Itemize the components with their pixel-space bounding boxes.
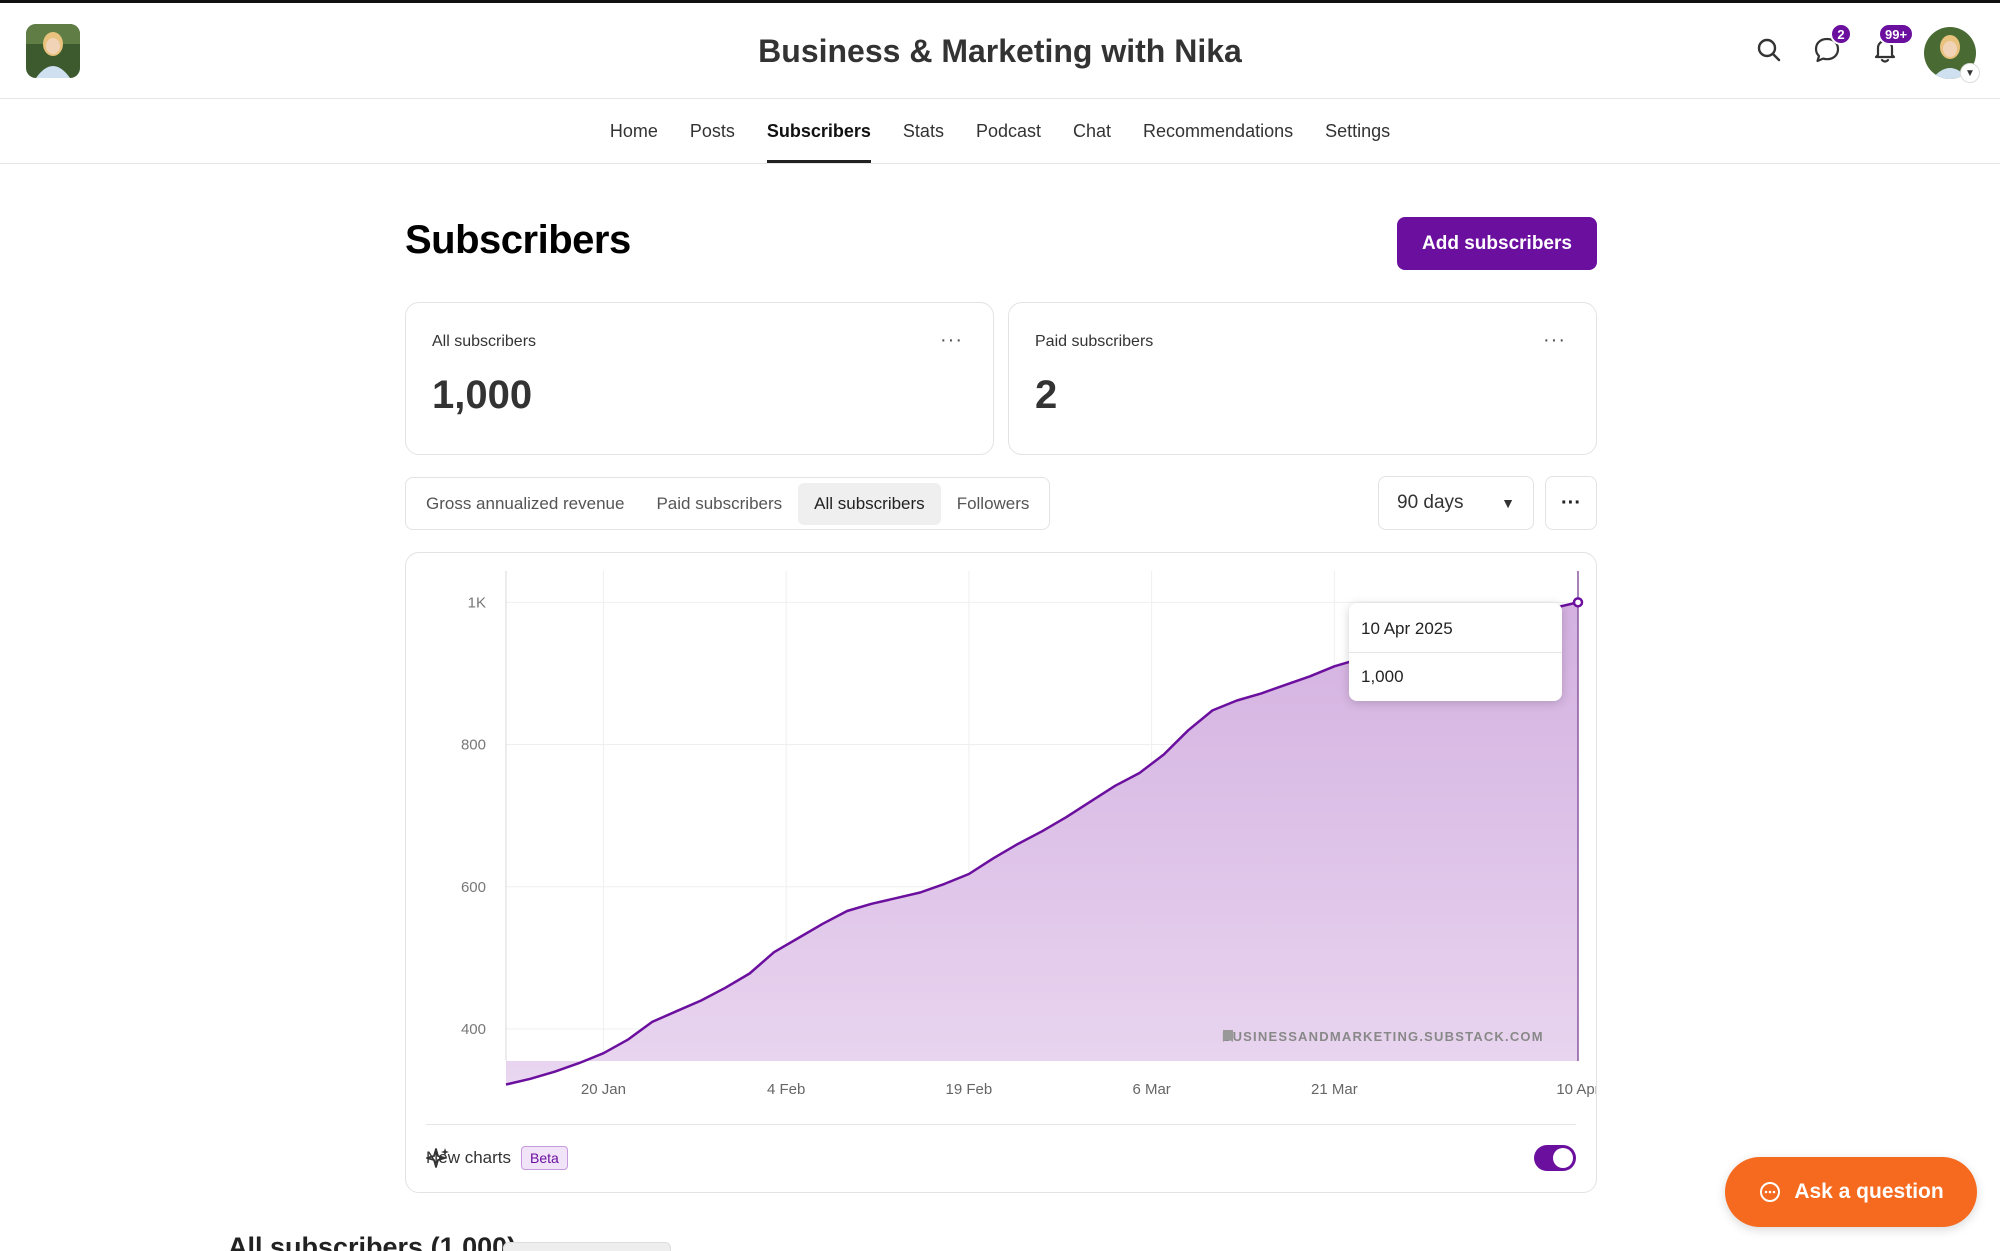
chat-bubble-icon	[1760, 1182, 1781, 1202]
tooltip-divider	[1349, 652, 1562, 653]
y-tick-label: 600	[461, 879, 486, 896]
chevron-down-icon[interactable]: ▼	[1960, 63, 1980, 83]
new-charts-text: New charts	[426, 1148, 512, 1167]
all-subscribers-card: All subscribers 1,000 ···	[405, 302, 994, 455]
publication-logo[interactable]	[26, 24, 80, 78]
section-title: All subscribers (1,000)	[228, 1232, 517, 1251]
chart-tooltip: 10 Apr 2025 1,000	[1349, 603, 1562, 701]
new-charts-label: New charts Beta	[426, 1146, 568, 1170]
tab-followers[interactable]: Followers	[956, 493, 1030, 513]
stat-label: All subscribers	[432, 333, 537, 350]
nav-posts[interactable]: Posts	[689, 121, 735, 141]
x-tick-label: 4 Feb	[767, 1081, 805, 1098]
area-fill	[506, 602, 1578, 1085]
chat-badge: 2	[1830, 23, 1852, 45]
tab-all-subscribers[interactable]: All subscribers	[798, 482, 941, 525]
beta-badge: Beta	[521, 1146, 568, 1170]
chart-more-button[interactable]: ···	[1545, 476, 1597, 530]
nav-settings[interactable]: Settings	[1325, 121, 1391, 141]
page-title: Subscribers	[405, 218, 631, 262]
y-tick-label: 800	[461, 737, 486, 754]
divider	[426, 1124, 1576, 1125]
more-options-icon[interactable]: ···	[1543, 329, 1566, 351]
sparkle-icon	[426, 1148, 449, 1168]
ask-question-label: Ask a question	[1794, 1180, 1944, 1203]
chart-card: 400 600 800 1K 20 Jan 4 Feb 19 Feb 6 Mar 21 Mar 1…	[405, 552, 1597, 1193]
caret-down-icon: ▼	[1501, 495, 1515, 511]
y-tick-label: 1K	[468, 594, 486, 611]
y-tick-label: 400	[461, 1021, 486, 1038]
header: Business & Marketing with Nika 2 99+ ▼	[0, 3, 2000, 99]
tooltip-value: 1,000	[1361, 667, 1404, 686]
nav-subscribers[interactable]: Subscribers	[751, 100, 887, 163]
metric-tabs: Gross annualized revenue Paid subscriber…	[405, 477, 1051, 530]
hover-point	[1572, 597, 1584, 608]
tooltip-date: 10 Apr 2025	[1361, 619, 1453, 638]
chat-icon[interactable]	[1810, 33, 1844, 67]
stat-value: 1,000	[432, 373, 533, 417]
bookmark-icon	[1223, 1030, 1233, 1042]
x-tick-label: 20 Jan	[581, 1081, 626, 1098]
tab-gross-annualized-revenue[interactable]: Gross annualized revenue	[426, 493, 625, 513]
main-nav: Home Posts Subscribers Stats Podcast Cha…	[0, 100, 2000, 164]
range-select-value: 90 days	[1397, 492, 1464, 513]
search-icon[interactable]	[1752, 33, 1786, 67]
watermark-text: BUSINESSANDMARKETING.SUBSTACK.COM	[1222, 1029, 1544, 1044]
stat-value: 2	[1035, 373, 1058, 417]
nav-chat[interactable]: Chat	[1073, 121, 1112, 141]
watermark: BUSINESSANDMARKETING.SUBSTACK.COM	[1222, 1029, 1544, 1044]
tab-paid-subscribers[interactable]: Paid subscribers	[656, 493, 783, 513]
x-tick-label: 10 Apr	[1556, 1081, 1597, 1098]
add-subscribers-button[interactable]: Add subscribers	[1397, 217, 1597, 270]
nav-recommendations[interactable]: Recommendations	[1143, 121, 1294, 141]
more-options-icon[interactable]: ···	[940, 329, 963, 351]
publication-title: Business & Marketing with Nika	[758, 33, 1242, 69]
range-select[interactable]: 90 days ▼	[1378, 476, 1534, 530]
nav-podcast[interactable]: Podcast	[975, 121, 1041, 141]
paid-subscribers-card: Paid subscribers 2 ···	[1008, 302, 1597, 455]
nav-stats[interactable]: Stats	[902, 121, 944, 141]
x-tick-label: 21 Mar	[1311, 1081, 1358, 1098]
nav-home[interactable]: Home	[609, 121, 658, 141]
x-tick-label: 19 Feb	[946, 1081, 993, 1098]
stat-label: Paid subscribers	[1035, 333, 1154, 350]
new-charts-toggle[interactable]	[1534, 1145, 1576, 1171]
top-border	[0, 0, 2000, 3]
section-chip	[503, 1242, 671, 1251]
notification-badge: 99+	[1878, 23, 1915, 45]
subscribers-chart: 400 600 800 1K 20 Jan 4 Feb 19 Feb 6 Mar 21 Mar 1…	[461, 571, 1597, 1098]
x-tick-label: 6 Mar	[1132, 1081, 1170, 1098]
ask-question-button[interactable]: Ask a question	[1725, 1157, 1977, 1227]
